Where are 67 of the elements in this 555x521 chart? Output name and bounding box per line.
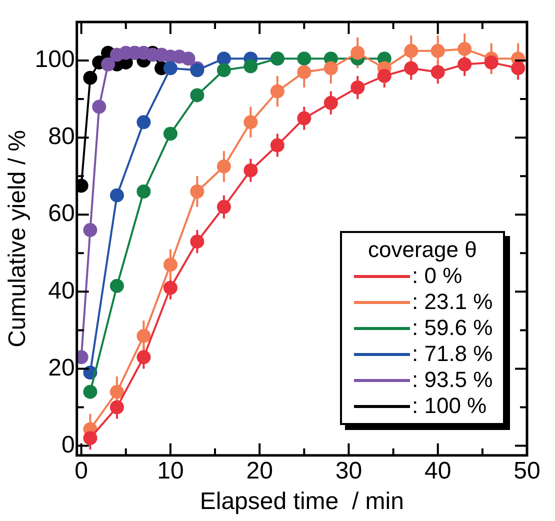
- point: [297, 111, 312, 126]
- point: [216, 200, 231, 214]
- y-tick-label: 60: [48, 200, 75, 228]
- point: [377, 68, 392, 83]
- legend-label: : 100 %: [412, 393, 487, 420]
- point: [430, 44, 445, 58]
- point: [190, 88, 204, 102]
- point: [511, 61, 526, 76]
- point: [92, 100, 106, 114]
- y-tick-label: 0: [61, 431, 75, 458]
- point: [458, 57, 472, 72]
- x-tick-label: 20: [246, 457, 273, 484]
- point: [110, 400, 124, 414]
- point: [136, 115, 151, 130]
- point: [110, 188, 124, 202]
- point: [83, 384, 98, 399]
- point: [350, 46, 365, 60]
- x-tick-label: 10: [157, 457, 184, 484]
- point: [190, 184, 204, 199]
- y-tick-label: 20: [48, 354, 75, 382]
- point: [181, 52, 196, 66]
- x-tick-label: 40: [424, 457, 452, 484]
- legend-label: : 0 %: [412, 263, 462, 290]
- point: [136, 350, 151, 364]
- legend-label: : 23.1 %: [412, 289, 493, 316]
- point: [163, 61, 178, 76]
- point: [163, 280, 178, 295]
- point: [163, 258, 178, 272]
- point: [404, 44, 418, 58]
- point: [83, 431, 98, 446]
- point: [270, 138, 284, 152]
- point: [110, 278, 124, 293]
- y-axis-title: Cumulative yield / %: [4, 130, 32, 348]
- point: [83, 70, 98, 85]
- x-tick-label: 30: [335, 457, 362, 484]
- legend-label: : 93.5 %: [412, 367, 493, 394]
- point: [216, 52, 231, 66]
- point: [136, 184, 151, 199]
- point: [324, 61, 338, 76]
- x-tick-label: 50: [514, 457, 540, 484]
- point: [110, 384, 124, 399]
- point: [484, 55, 498, 70]
- point: [270, 84, 284, 98]
- point: [404, 61, 418, 76]
- y-tick-label: 80: [48, 123, 75, 150]
- point: [458, 42, 472, 56]
- point: [136, 328, 151, 343]
- y-tick-label: 100: [34, 46, 75, 74]
- point: [244, 59, 258, 74]
- point: [297, 65, 312, 80]
- legend-label: : 59.6 %: [412, 315, 493, 342]
- point: [324, 96, 338, 110]
- point: [297, 52, 312, 66]
- point: [190, 234, 204, 249]
- point: [350, 80, 365, 94]
- point: [244, 115, 258, 130]
- point: [83, 223, 98, 238]
- point: [244, 163, 258, 178]
- point: [216, 63, 231, 78]
- point: [216, 159, 231, 174]
- legend-title: coverage θ: [367, 237, 478, 264]
- point: [163, 126, 178, 141]
- legend-label: : 71.8 %: [412, 341, 493, 368]
- point: [430, 65, 445, 80]
- point: [101, 57, 116, 72]
- x-axis-title: Elapsed time / min: [200, 488, 404, 516]
- y-tick-label: 40: [48, 277, 75, 304]
